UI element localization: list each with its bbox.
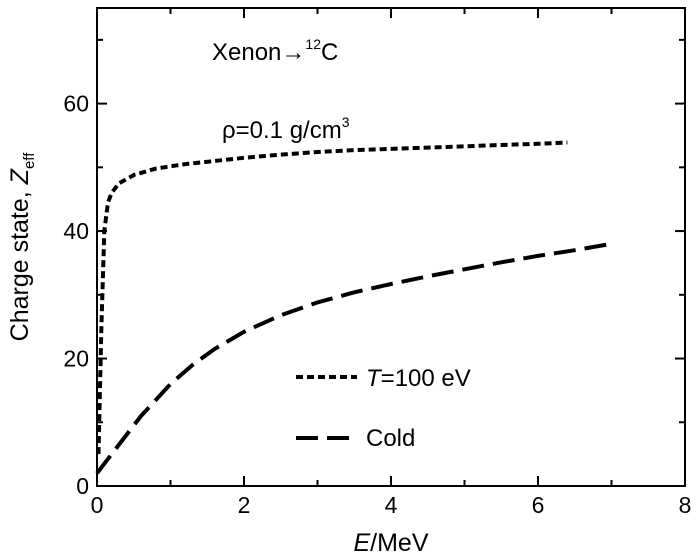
legend-label-t100: T=100 eV xyxy=(366,365,471,392)
x-tick-label: 0 xyxy=(91,492,104,518)
tick-labels: 0 2 4 6 8 0 20 40 60 xyxy=(63,91,691,518)
x-tick-label: 6 xyxy=(532,492,545,518)
y-tick-label: 0 xyxy=(76,473,89,499)
y-tick-label: 60 xyxy=(63,91,89,117)
density-annotation: ρ=0.1 g/cm3 xyxy=(222,114,350,144)
legend-label-cold: Cold xyxy=(366,425,415,452)
x-tick-label: 2 xyxy=(238,492,251,518)
axis-ticks xyxy=(96,8,686,487)
series-layer xyxy=(95,140,612,475)
legend: T=100 eV Cold xyxy=(296,365,471,452)
x-tick-label: 4 xyxy=(385,492,398,518)
y-axis-label: Charge state, Zeff xyxy=(6,152,38,342)
reaction-annotation: Xenon→12C xyxy=(212,36,338,66)
y-tick-label: 40 xyxy=(63,218,89,244)
x-tick-label: 8 xyxy=(679,492,692,518)
series-line-cold xyxy=(95,241,612,475)
series-line-t100 xyxy=(96,140,568,455)
x-axis-label: E/MeV xyxy=(353,529,428,557)
y-tick-label: 20 xyxy=(63,346,89,372)
